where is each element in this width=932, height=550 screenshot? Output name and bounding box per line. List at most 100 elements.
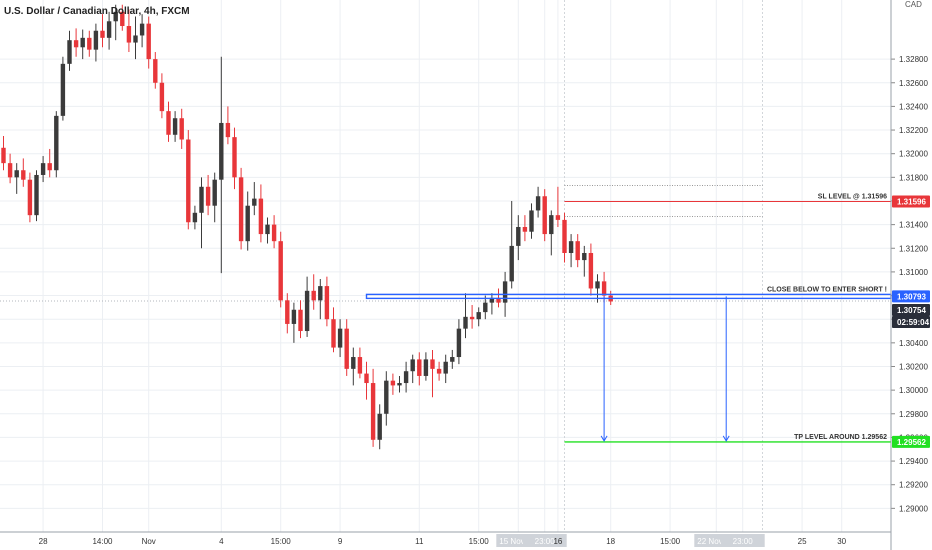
candle-bear[interactable] (159, 82, 165, 112)
candle-bull[interactable] (463, 316, 468, 329)
candle-bull[interactable] (60, 63, 66, 116)
candle-bull[interactable] (483, 302, 488, 313)
candle-bull[interactable] (568, 241, 574, 253)
candle-bull[interactable] (265, 224, 270, 235)
candle-bull[interactable] (489, 297, 495, 303)
candle-bull[interactable] (337, 328, 343, 348)
candle-bear[interactable] (588, 252, 594, 289)
sl-price-badge: 1.31596 (897, 197, 926, 206)
candle-bull[interactable] (476, 312, 481, 320)
candle-bull[interactable] (403, 371, 409, 384)
candle-bear[interactable] (166, 111, 171, 135)
candle-bear[interactable] (562, 219, 567, 253)
candle-bear[interactable] (232, 137, 237, 178)
candle-bear[interactable] (205, 186, 211, 206)
candle-bull[interactable] (54, 115, 59, 171)
candle-bull[interactable] (509, 245, 514, 282)
entry-price-badge: 1.30793 (897, 292, 926, 301)
candle-bull[interactable] (212, 179, 217, 206)
candle-bull[interactable] (410, 359, 415, 372)
candle-bear[interactable] (153, 59, 158, 83)
candle-bull[interactable] (529, 210, 534, 232)
candle-bull[interactable] (252, 198, 257, 206)
candle-bull[interactable] (516, 226, 521, 246)
candle-bear[interactable] (298, 309, 303, 332)
y-tick-label: 1.31200 (899, 244, 928, 253)
candle-bear[interactable] (100, 30, 105, 38)
candle-bear[interactable] (278, 241, 283, 301)
candle-bull[interactable] (443, 361, 448, 374)
candle-bear[interactable] (285, 300, 290, 324)
candle-bull[interactable] (219, 122, 224, 180)
candle-bull[interactable] (582, 252, 587, 261)
candle-bear[interactable] (27, 179, 33, 216)
candle-bull[interactable] (34, 174, 39, 216)
candle-bull[interactable] (199, 186, 204, 213)
candle-bear[interactable] (496, 297, 501, 303)
candle-bear[interactable] (258, 198, 264, 235)
sl-level-label: SL LEVEL @ 1.31596 (818, 193, 887, 200)
candle-bear[interactable] (120, 11, 125, 27)
candle-bear[interactable] (417, 359, 422, 376)
candle-bull[interactable] (397, 383, 402, 386)
candle-bear[interactable] (390, 380, 396, 386)
candle-bear[interactable] (1, 147, 6, 164)
candle-bear[interactable] (436, 368, 442, 374)
candle-bull[interactable] (133, 35, 138, 43)
candle-bear[interactable] (575, 241, 580, 261)
entry-price-badge-bg (892, 290, 930, 303)
candle-bear[interactable] (542, 196, 547, 235)
candle-bear[interactable] (364, 373, 369, 384)
candle-bear[interactable] (469, 316, 475, 320)
candle-bear[interactable] (522, 226, 528, 232)
tp-price-badge-bg (892, 435, 930, 448)
candle-bear[interactable] (87, 37, 92, 50)
candle-bear[interactable] (186, 139, 191, 223)
candle-bear[interactable] (601, 281, 607, 296)
candle-bear[interactable] (238, 177, 244, 242)
candle-bull[interactable] (304, 290, 310, 332)
candle-bull[interactable] (40, 163, 46, 175)
candle-bull[interactable] (535, 196, 541, 211)
candle-bear[interactable] (331, 319, 336, 348)
candle-bull[interactable] (423, 359, 429, 376)
candle-bear[interactable] (225, 122, 231, 138)
candle-bear[interactable] (126, 26, 132, 43)
candle-bear[interactable] (7, 163, 13, 178)
candle-bull[interactable] (172, 118, 178, 135)
candle-bull[interactable] (291, 309, 297, 324)
candle-bull[interactable] (139, 23, 145, 36)
candle-bull[interactable] (595, 281, 600, 289)
candle-bear[interactable] (324, 286, 330, 320)
y-tick-label: 1.32600 (899, 79, 928, 88)
candle-bear[interactable] (271, 224, 277, 242)
candle-bear[interactable] (146, 23, 151, 60)
candle-bull[interactable] (14, 170, 19, 178)
candle-bull[interactable] (351, 357, 356, 369)
candle-bear[interactable] (430, 359, 435, 369)
candle-bear[interactable] (370, 383, 376, 440)
candle-bull[interactable] (384, 380, 389, 414)
candle-bull[interactable] (318, 286, 323, 301)
candle-bull[interactable] (113, 11, 118, 22)
candle-bull[interactable] (67, 40, 72, 64)
candle-bull[interactable] (106, 21, 112, 38)
candle-bull[interactable] (80, 37, 85, 48)
candle-bull[interactable] (549, 215, 554, 235)
candle-bull[interactable] (192, 212, 198, 223)
candle-bull[interactable] (93, 30, 99, 50)
candle-bull[interactable] (502, 281, 508, 303)
candle-bear[interactable] (179, 118, 184, 140)
candle-bear[interactable] (344, 328, 349, 369)
candle-bear[interactable] (47, 163, 52, 171)
candle-bull[interactable] (456, 328, 462, 358)
candle-bull[interactable] (450, 357, 455, 362)
candle-bull[interactable] (245, 205, 250, 242)
candle-bull[interactable] (377, 413, 382, 440)
candle-bear[interactable] (555, 215, 561, 220)
candle-bear[interactable] (73, 40, 79, 48)
candle-bear[interactable] (21, 170, 26, 180)
candle-bear[interactable] (357, 357, 363, 374)
candle-bear[interactable] (311, 290, 316, 301)
